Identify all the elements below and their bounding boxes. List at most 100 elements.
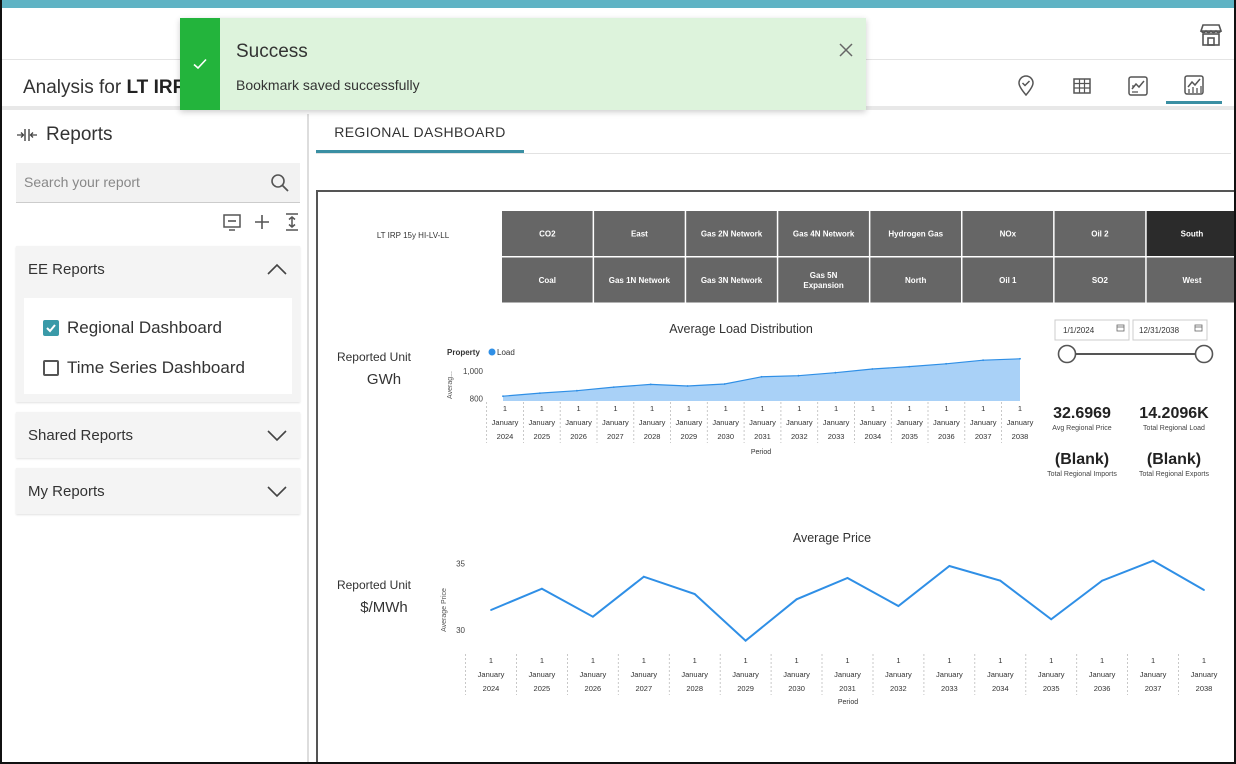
checkbox-checked[interactable]	[43, 320, 59, 336]
toast-status-bar	[180, 18, 220, 110]
slicer-button-co2[interactable]: CO2	[502, 211, 593, 256]
tab-regional-dashboard[interactable]: REGIONAL DASHBOARD	[316, 114, 524, 153]
map-pin-check-icon	[1018, 75, 1034, 97]
x-tick-label: 2034	[865, 432, 882, 441]
report-label: Regional Dashboard	[67, 318, 222, 337]
x-tick-label: 1	[871, 404, 875, 413]
y-tick-label: 30	[456, 626, 465, 635]
slicer-button-hydrogen-gas[interactable]: Hydrogen Gas	[870, 211, 961, 256]
data-point-2028[interactable]	[693, 593, 696, 595]
data-point-2028[interactable]	[649, 383, 652, 386]
data-point-2031[interactable]	[760, 375, 763, 378]
data-point-2033[interactable]	[834, 371, 837, 374]
data-point-2024[interactable]	[490, 609, 492, 611]
data-point-2026[interactable]	[592, 615, 594, 618]
x-tick-label: 1	[540, 656, 544, 665]
add-icon[interactable]	[252, 212, 272, 232]
x-tick-label: 2030	[788, 684, 805, 693]
slicer-button-coal[interactable]: Coal	[502, 257, 593, 303]
data-point-2025[interactable]	[539, 392, 541, 394]
close-icon[interactable]	[838, 42, 854, 58]
data-point-2035[interactable]	[908, 365, 911, 368]
slicer-button-bg	[1146, 211, 1234, 256]
data-point-2032[interactable]	[797, 374, 800, 377]
view-tab-chart-report[interactable]	[1110, 68, 1166, 104]
search-icon[interactable]	[270, 173, 290, 193]
slicer-button-gas-4n-network[interactable]: Gas 4N Network	[778, 211, 869, 256]
collapse-sidebar-icon[interactable]	[16, 127, 38, 143]
calendar-icon	[1116, 324, 1125, 332]
kpi-value-exports: (Blank)	[1147, 451, 1201, 468]
series-line	[490, 559, 1205, 643]
slicer-button-bg	[686, 211, 777, 256]
view-tab-dashboard[interactable]	[1166, 68, 1222, 104]
x-tick-label: 2035	[1043, 684, 1060, 693]
store-icon[interactable]	[1198, 22, 1224, 48]
x-tick-label: 1	[642, 656, 646, 665]
section-shared-reports-header[interactable]: Shared Reports	[16, 412, 300, 458]
slicer-button-gas-2n-network[interactable]: Gas 2N Network	[686, 211, 777, 256]
data-point-2036[interactable]	[945, 362, 947, 365]
slicer-button-east[interactable]: East	[594, 211, 685, 256]
slicer-button-oil-1[interactable]: Oil 1	[962, 257, 1054, 303]
search-input[interactable]	[16, 163, 261, 201]
load-x-axis-label: Period	[751, 449, 771, 456]
slicer-button-north[interactable]: North	[870, 257, 961, 303]
data-point-2025[interactable]	[541, 587, 543, 590]
date-start-field[interactable]	[1054, 319, 1130, 341]
price-chart-title: Average Price	[793, 531, 871, 545]
data-point-2038[interactable]	[1019, 357, 1021, 360]
slicer-button-bg	[1054, 257, 1146, 303]
x-tick-label: 2032	[791, 432, 808, 441]
slicer-button-nox[interactable]: NOx	[962, 211, 1054, 256]
view-switcher	[998, 68, 1222, 104]
slicer-button-gas-3n-network[interactable]: Gas 3N Network	[686, 257, 777, 303]
date-range-handle-end[interactable]	[1194, 344, 1214, 364]
data-point-2032[interactable]	[897, 605, 900, 607]
data-point-2029[interactable]	[686, 385, 689, 387]
view-tab-table[interactable]	[1054, 68, 1110, 104]
report-item-time-series-dashboard[interactable]: Time Series Dashboard	[24, 348, 292, 388]
slicer-button-so2[interactable]: SO2	[1054, 257, 1146, 303]
slicer-button-gas-1n-network[interactable]: Gas 1N Network	[594, 257, 685, 303]
section-my-reports-header[interactable]: My Reports	[16, 468, 300, 514]
view-tab-map[interactable]	[998, 68, 1054, 104]
date-end-field[interactable]	[1132, 319, 1208, 341]
data-point-2030[interactable]	[723, 383, 726, 385]
slicer-button-bg	[870, 211, 961, 256]
checkbox-unchecked[interactable]	[43, 360, 59, 376]
x-tick-label: January	[732, 670, 759, 679]
data-point-2033[interactable]	[948, 565, 951, 567]
data-point-2034[interactable]	[999, 579, 1002, 582]
series-area-load	[503, 358, 1020, 401]
data-point-2037[interactable]	[1152, 559, 1154, 562]
data-point-2034[interactable]	[871, 368, 874, 370]
slicer-button-south[interactable]: South	[1146, 211, 1234, 256]
legend-title: Property	[447, 348, 480, 357]
data-point-2037[interactable]	[982, 359, 984, 362]
x-tick-label: 2037	[975, 432, 992, 441]
x-tick-label: January	[681, 670, 708, 679]
kpi-value-imports: (Blank)	[1055, 451, 1109, 468]
analysis-prefix: Analysis for	[23, 77, 127, 98]
data-point-2024[interactable]	[502, 395, 504, 398]
data-point-2035[interactable]	[1050, 618, 1053, 621]
slicer-button-west[interactable]: West	[1146, 257, 1234, 303]
section-ee-reports-header[interactable]: EE Reports	[16, 246, 300, 292]
collapse-all-icon[interactable]	[222, 212, 242, 232]
x-tick-label: 1	[845, 656, 849, 665]
check-icon	[46, 324, 56, 333]
data-point-2029[interactable]	[744, 639, 747, 642]
data-point-2026[interactable]	[576, 389, 578, 392]
data-point-2031[interactable]	[846, 577, 849, 579]
date-range-handle-start[interactable]	[1057, 344, 1077, 364]
data-point-2027[interactable]	[612, 386, 615, 388]
report-item-regional-dashboard[interactable]: Regional Dashboard	[24, 308, 292, 348]
data-point-2027[interactable]	[642, 575, 645, 578]
data-point-2030[interactable]	[795, 598, 798, 601]
slicer-button-oil-2[interactable]: Oil 2	[1054, 211, 1146, 256]
data-point-2038[interactable]	[1203, 589, 1205, 591]
data-point-2036[interactable]	[1101, 579, 1103, 582]
expand-vertical-icon[interactable]	[282, 212, 302, 232]
